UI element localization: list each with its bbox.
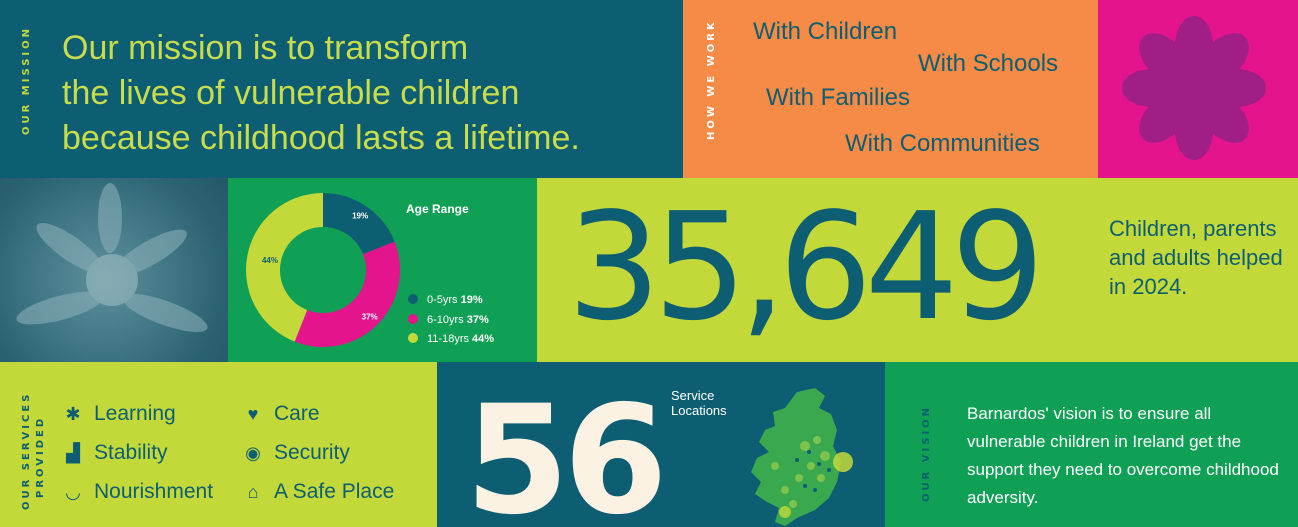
- legend-label: 11-18yrs: [427, 333, 469, 345]
- donut-slice-11-18yrs: [246, 193, 324, 342]
- service-security: ◉ Security: [242, 441, 350, 465]
- vision-label: OUR VISION: [921, 404, 932, 502]
- legend-dot: [408, 314, 418, 324]
- house-icon: ⌂: [247, 482, 259, 502]
- work-item-families: With Families: [766, 84, 911, 111]
- service-locations-label: Service Locations: [671, 388, 771, 418]
- legend-item: 0-5yrs 19%: [408, 294, 483, 306]
- service-care: ♥ Care: [242, 402, 320, 426]
- service-label: Nourishment: [94, 480, 214, 503]
- children-helped-caption: Children, parents and adults helped in 2…: [1109, 216, 1283, 299]
- children-helped-panel: 35,649 Children, parents and adults help…: [537, 178, 1298, 362]
- legend-value: 19%: [460, 294, 483, 306]
- flower-panel: [1098, 0, 1298, 178]
- legend-item: 6-10yrs 37%: [408, 314, 489, 326]
- bowl-icon: ◡: [65, 482, 81, 502]
- legend-dot: [408, 333, 418, 343]
- legend-label: 6-10yrs: [427, 314, 464, 326]
- donut-label: 19%: [352, 211, 368, 220]
- donut-label: 44%: [262, 256, 278, 265]
- service-label: Learning: [94, 402, 176, 425]
- service-label: Stability: [94, 441, 168, 464]
- mission-line: because childhood lasts a lifetime.: [62, 119, 580, 157]
- service-label: A Safe Place: [274, 480, 395, 503]
- legend-item: 11-18yrs 44%: [408, 333, 494, 345]
- blocks-icon: ▟: [66, 443, 80, 463]
- age-range-title: Age Range: [406, 202, 469, 216]
- hands-photo: [0, 178, 228, 362]
- donut-slice-0-5yrs: [322, 193, 395, 255]
- mission-line: the lives of vulnerable children: [62, 74, 520, 112]
- how-we-work-label: HOW WE WORK: [706, 19, 717, 140]
- age-range-donut: 19% 37% 44%: [246, 193, 400, 347]
- flower-icon: [1122, 16, 1266, 160]
- legend-dot: [408, 294, 418, 304]
- work-item-schools: With Schools: [918, 50, 1059, 77]
- ireland-map: [751, 388, 853, 526]
- service-label: Security: [274, 441, 350, 464]
- donut-slice-6-10yrs: [294, 241, 400, 347]
- services-label: OUR SERVICES PROVIDED: [20, 392, 48, 510]
- mission-label: OUR MISSION: [21, 25, 32, 135]
- how-we-work-panel: HOW WE WORK With Children With Schools W…: [683, 0, 1098, 178]
- age-range-panel: 19% 37% 44% Age Range 0-5yrs 19% 6-10yrs 3…: [228, 178, 537, 362]
- service-stability: ▟ Stability: [62, 441, 168, 465]
- hands-image: [16, 183, 208, 333]
- donut-label: 37%: [362, 313, 378, 322]
- mission-line: Our mission is to transform: [62, 29, 469, 67]
- heart-icon: ♥: [247, 404, 259, 424]
- service-locations-label-line: Locations: [671, 403, 727, 418]
- legend-value: 44%: [472, 333, 495, 345]
- target-icon: ◉: [245, 443, 261, 463]
- service-locations-panel: 56 Service Locations: [437, 362, 885, 527]
- vision-statement: Barnardos' vision is to ensure all vulne…: [967, 404, 1279, 507]
- mission-statement: Our mission is to transform the lives of…: [62, 26, 682, 161]
- legend-value: 37%: [466, 314, 489, 326]
- service-learning: ✱ Learning: [62, 402, 176, 426]
- services-label-line: OUR SERVICES: [21, 391, 32, 510]
- legend-label: 0-5yrs: [427, 294, 458, 306]
- flower-icon: ✱: [65, 404, 81, 424]
- work-item-children: With Children: [753, 18, 898, 45]
- children-helped-number: 35,649: [567, 181, 1045, 353]
- service-nourishment: ◡ Nourishment: [62, 480, 213, 504]
- service-locations-number: 56: [465, 374, 668, 527]
- services-panel: OUR SERVICES PROVIDED ✱ Learning ♥ Care ▟ S…: [0, 362, 437, 527]
- service-locations-label-line: Service: [671, 388, 715, 403]
- service-safe-place: ⌂ A Safe Place: [242, 480, 395, 504]
- vision-panel: OUR VISION Barnardos' vision is to ensur…: [885, 362, 1298, 527]
- services-label-line: PROVIDED: [35, 415, 46, 498]
- mission-panel: OUR MISSION Our mission is to transform …: [0, 0, 683, 178]
- service-label: Care: [274, 402, 320, 425]
- work-item-communities: With Communities: [845, 130, 1040, 157]
